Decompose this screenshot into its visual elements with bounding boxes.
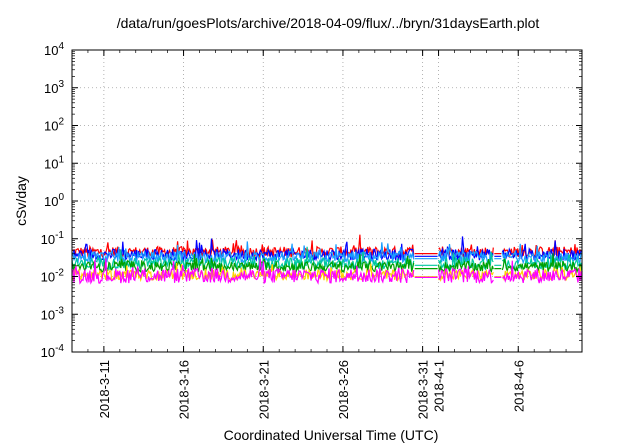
x-tick-label: 2018-3-31 [416, 360, 431, 419]
x-tick-label: 2018-3-11 [97, 360, 112, 418]
series-line [71, 236, 583, 263]
series-layer [71, 234, 583, 285]
x-axis-label: Coordinated Universal Time (UTC) [224, 427, 439, 443]
y-tick-label: 10-4 [41, 343, 65, 360]
y-tick-exponent: 0 [58, 192, 64, 203]
y-tick-exponent: 4 [58, 41, 64, 52]
y-tick-label: 10-1 [41, 230, 65, 247]
y-axis-label: cSv/day [13, 176, 29, 226]
y-tick-exponent: 2 [58, 117, 64, 128]
y-tick-label: 10-2 [41, 268, 65, 285]
y-tick-label: 104 [44, 41, 64, 58]
chart-title: /data/run/goesPlots/archive/2018-04-09/f… [117, 15, 540, 31]
x-tick-label: 2018-4-1 [432, 360, 447, 412]
y-tick-exponent: -1 [55, 230, 64, 241]
x-tick-label: 2018-4-6 [511, 360, 526, 412]
y-tick-exponent: -4 [55, 343, 64, 354]
x-tick-label: 2018-3-26 [336, 360, 351, 419]
grid-lines [72, 50, 582, 352]
series-line [71, 253, 583, 275]
y-tick-exponent: 3 [58, 79, 64, 90]
series-line [71, 241, 583, 265]
y-tick-exponent: -2 [55, 268, 64, 279]
y-tick-exponent: -3 [55, 305, 64, 316]
y-tick-label: 103 [44, 79, 64, 96]
y-tick-label: 101 [44, 154, 64, 171]
y-tick-label: 100 [44, 192, 64, 209]
y-tick-label: 10-3 [41, 305, 65, 322]
x-tick-label: 2018-3-16 [177, 360, 192, 419]
x-tick-label: 2018-3-21 [256, 360, 271, 419]
y-tick-exponent: 1 [58, 154, 64, 165]
series-line [71, 258, 583, 285]
x-axis-ticks: 2018-3-11 2018-3-16 2018-3-21 2018-3-26 2018… [71, 50, 583, 419]
y-tick-label: 102 [44, 117, 64, 134]
